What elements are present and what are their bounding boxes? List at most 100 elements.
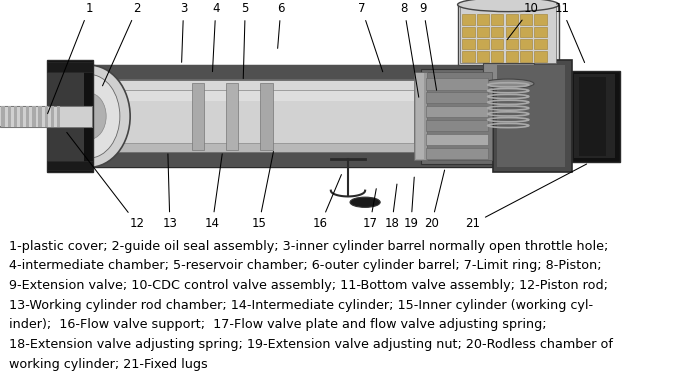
Bar <box>26 106 29 127</box>
Bar <box>506 14 518 25</box>
Text: 15: 15 <box>251 152 273 230</box>
Bar <box>460 6 556 63</box>
Bar <box>477 26 489 37</box>
Bar <box>47 62 93 71</box>
Text: 18: 18 <box>384 184 399 230</box>
Text: 10: 10 <box>507 2 538 40</box>
Text: 7: 7 <box>358 2 383 72</box>
Bar <box>0 107 92 125</box>
Bar <box>51 106 54 127</box>
Bar <box>426 148 488 159</box>
Text: 4-intermediate chamber; 5-reservoir chamber; 6-outer cylinder barrel; 7-Limit ri: 4-intermediate chamber; 5-reservoir cham… <box>9 259 601 273</box>
Bar <box>92 94 497 107</box>
Bar <box>506 39 518 49</box>
Text: 1-plastic cover; 2-guide oil seal assembly; 3-inner cylinder barrel normally ope: 1-plastic cover; 2-guide oil seal assemb… <box>9 240 608 253</box>
Bar <box>414 72 427 160</box>
Bar <box>1 106 5 127</box>
Bar <box>45 106 48 127</box>
Text: 9-Extension valve; 10-CDC control valve assembly; 11-Bottom valve assembly; 12-P: 9-Extension valve; 10-CDC control valve … <box>9 279 608 292</box>
Bar <box>32 106 36 127</box>
Bar <box>99 91 414 101</box>
Bar <box>426 120 488 131</box>
Text: 11: 11 <box>554 2 584 62</box>
Bar <box>57 106 60 127</box>
Bar <box>493 60 572 172</box>
Ellipse shape <box>458 0 559 12</box>
Bar <box>506 26 518 37</box>
Text: 16: 16 <box>313 175 341 230</box>
Ellipse shape <box>482 79 534 88</box>
Text: 14: 14 <box>205 154 222 230</box>
Bar <box>192 82 204 150</box>
Bar <box>483 63 534 84</box>
Text: 6: 6 <box>277 2 284 48</box>
Bar <box>520 14 532 25</box>
Bar <box>574 74 615 158</box>
Bar <box>462 14 475 25</box>
Bar <box>534 51 547 62</box>
Text: 2: 2 <box>103 2 140 86</box>
Ellipse shape <box>72 93 106 139</box>
Bar <box>534 26 547 37</box>
Ellipse shape <box>58 74 120 158</box>
Text: 21: 21 <box>465 164 586 230</box>
Bar <box>426 134 488 145</box>
Bar <box>416 73 424 159</box>
Bar <box>47 65 84 167</box>
Bar <box>421 68 497 164</box>
Bar <box>92 81 497 94</box>
Text: 1: 1 <box>47 2 92 114</box>
Bar <box>491 51 503 62</box>
Text: 17: 17 <box>362 189 377 230</box>
Bar <box>477 14 489 25</box>
Text: 5: 5 <box>242 2 249 79</box>
Text: 3: 3 <box>180 2 187 62</box>
Bar <box>462 39 475 49</box>
Bar <box>572 71 620 161</box>
Bar <box>226 82 238 150</box>
Bar <box>47 60 93 172</box>
Bar <box>92 80 497 152</box>
Bar <box>520 39 532 49</box>
Text: inder);  16-Flow valve support;  17-Flow valve plate and flow valve adjusting sp: inder); 16-Flow valve support; 17-Flow v… <box>9 318 547 332</box>
Bar <box>8 106 11 127</box>
Bar <box>89 65 500 79</box>
Text: working cylinder; 21-Fixed lugs: working cylinder; 21-Fixed lugs <box>9 358 208 370</box>
Bar <box>491 26 503 37</box>
Text: 12: 12 <box>66 132 145 230</box>
Bar <box>462 26 475 37</box>
Text: 9: 9 <box>420 2 436 90</box>
Bar <box>426 106 488 118</box>
Bar <box>99 90 414 143</box>
Bar <box>426 92 488 104</box>
Bar <box>89 153 500 167</box>
Text: 20: 20 <box>424 170 445 230</box>
Bar <box>491 39 503 49</box>
Text: 8: 8 <box>401 2 419 97</box>
Bar <box>14 106 17 127</box>
Bar <box>579 77 606 156</box>
Bar <box>47 161 93 170</box>
Bar <box>477 51 489 62</box>
Text: 13: 13 <box>162 154 177 230</box>
Bar <box>534 14 547 25</box>
Circle shape <box>350 197 380 208</box>
Bar <box>89 65 500 167</box>
Ellipse shape <box>48 65 130 167</box>
Bar <box>423 72 492 160</box>
Text: 18-Extension valve adjusting spring; 19-Extension valve adjusting nut; 20-Rodles: 18-Extension valve adjusting spring; 19-… <box>9 338 613 351</box>
Bar <box>260 82 273 150</box>
Text: 13-Working cylinder rod chamber; 14-Intermediate cylinder; 15-Inner cylinder (wo: 13-Working cylinder rod chamber; 14-Inte… <box>9 299 593 312</box>
Bar <box>477 39 489 49</box>
Bar <box>458 5 559 65</box>
Bar <box>462 51 475 62</box>
Text: 4: 4 <box>212 2 219 71</box>
Bar <box>506 51 518 62</box>
Bar <box>497 65 565 167</box>
Bar <box>520 51 532 62</box>
Bar <box>534 39 547 49</box>
Text: 19: 19 <box>403 177 419 230</box>
Bar <box>520 26 532 37</box>
Bar <box>0 106 92 127</box>
Bar <box>38 106 42 127</box>
